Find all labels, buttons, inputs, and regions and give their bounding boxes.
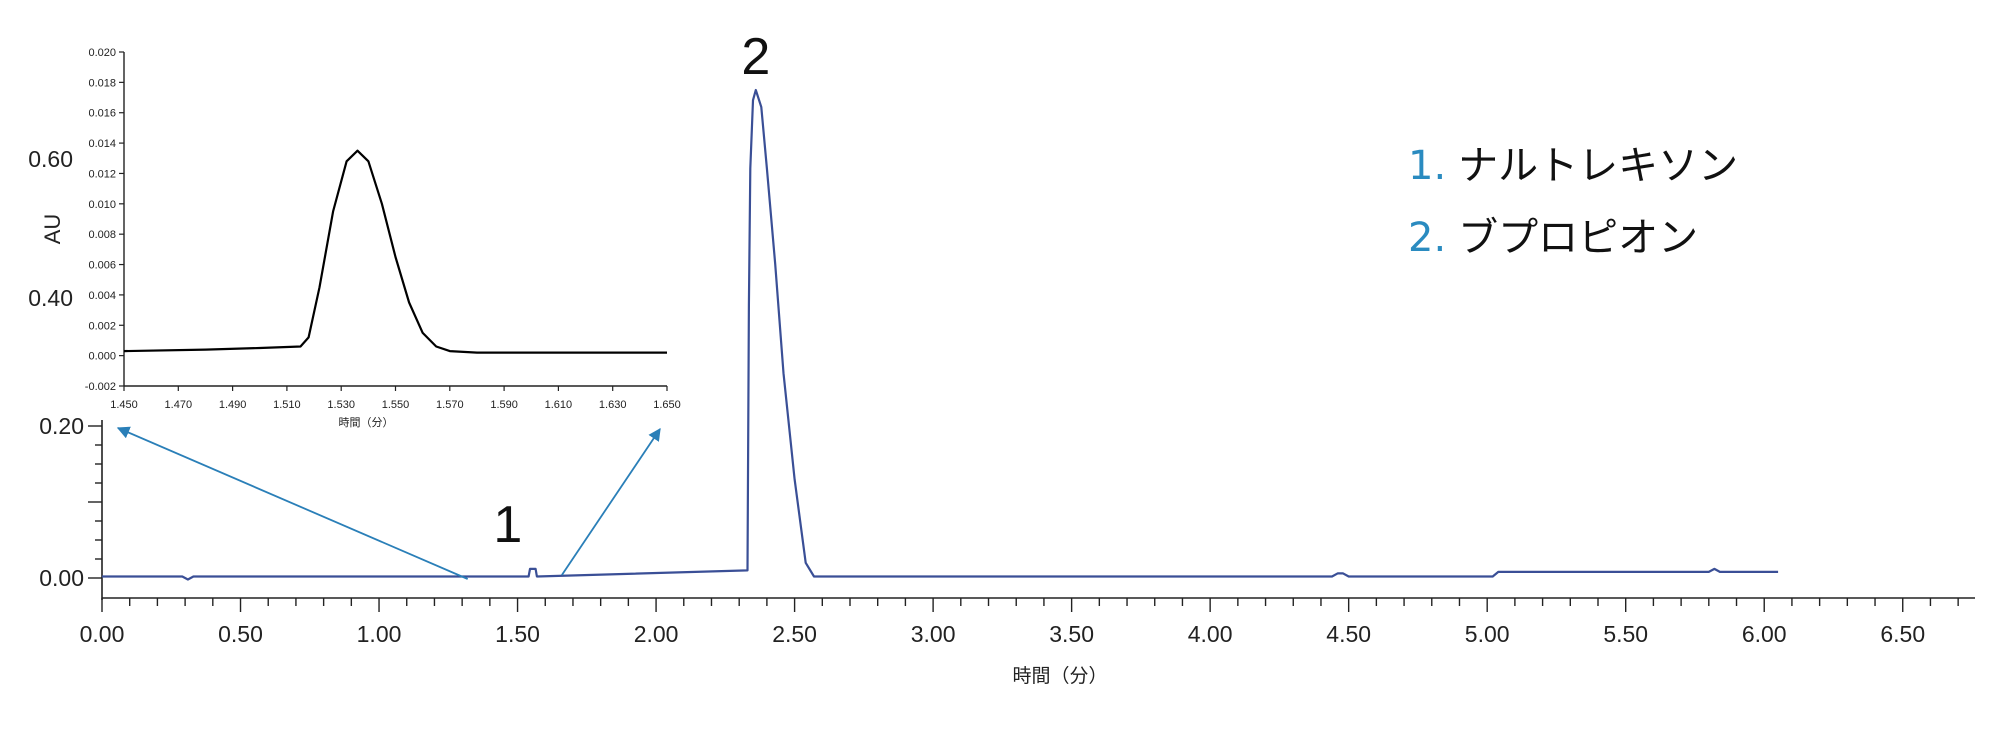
inset-y-tick-label: 0.018 xyxy=(88,77,116,89)
y-tick-label: 0.20 xyxy=(39,413,84,439)
zoom-arrow-2 xyxy=(561,427,661,576)
inset-y-axis-label: AU xyxy=(40,214,65,245)
inset-y-tick-label: 0.000 xyxy=(88,351,116,363)
legend-number-2: 2. xyxy=(1408,215,1447,261)
x-tick-label: 6.00 xyxy=(1742,621,1787,647)
inset-x-tick-label: 1.590 xyxy=(490,399,518,411)
peak-label-1: 1 xyxy=(493,496,522,554)
inset-x-tick-label: 1.470 xyxy=(165,399,193,411)
inset-y-tick-label: -0.002 xyxy=(85,381,116,393)
inset-plot: -0.002 0.000 0.002 0.004 0.006 0.008 0.010 0.01… xyxy=(40,47,681,429)
inset-y-tick-label: 0.012 xyxy=(88,168,116,180)
peak-label-2: 2 xyxy=(741,28,770,86)
inset-x-tick-label: 1.610 xyxy=(545,399,573,411)
inset-x-axis-label: 時間（分） xyxy=(339,416,394,429)
x-tick-label: 2.50 xyxy=(772,621,817,647)
x-tick-label: 3.50 xyxy=(1049,621,1094,647)
x-tick-label: 6.50 xyxy=(1880,621,1925,647)
legend-label-2: ブプロピオン xyxy=(1458,215,1699,261)
x-tick-label: 2.00 xyxy=(634,621,679,647)
inset-x-tick-label: 1.550 xyxy=(382,399,410,411)
x-tick-label: 1.50 xyxy=(495,621,540,647)
x-tick-label: 3.00 xyxy=(911,621,956,647)
zoom-arrow-1 xyxy=(116,426,469,580)
x-tick-label: 0.50 xyxy=(218,621,263,647)
inset-x-tick-label: 1.490 xyxy=(219,399,247,411)
x-tick-label: 0.00 xyxy=(80,621,125,647)
inset-y-tick-label: 0.008 xyxy=(88,229,116,241)
x-tick-label: 5.50 xyxy=(1603,621,1648,647)
inset-y-tick-label: 0.004 xyxy=(88,290,116,302)
x-axis-label: 時間（分） xyxy=(1012,665,1107,687)
y-tick-label: 0.60 xyxy=(28,146,73,172)
inset-y-tick-label: 0.016 xyxy=(88,108,116,120)
inset-x-tick-label: 1.510 xyxy=(273,399,301,411)
inset-x-tick-label: 1.650 xyxy=(653,399,681,411)
inset-y-tick-label: 0.010 xyxy=(88,199,116,211)
x-tick-label: 4.00 xyxy=(1188,621,1233,647)
inset-y-tick-label: 0.002 xyxy=(88,320,116,332)
inset-trace xyxy=(123,149,667,354)
y-tick-label: 0.00 xyxy=(39,565,84,591)
y-tick-label: 0.40 xyxy=(28,285,73,311)
inset-x-tick-label: 1.450 xyxy=(110,399,138,411)
legend: 1. ナルトレキソン 2. ブプロピオン xyxy=(1408,140,1738,284)
inset-x-tick-label: 1.570 xyxy=(436,399,464,411)
inset-y-tick-label: 0.014 xyxy=(88,138,116,150)
legend-item-2: 2. ブプロピオン xyxy=(1408,212,1738,284)
inset-x-tick-label: 1.530 xyxy=(327,399,355,411)
inset-x-tick-label: 1.630 xyxy=(599,399,627,411)
main-plot: 0.00 0.50 1.00 1.50 2.00 2.50 3.00 3.50 4.00 4.50… xyxy=(28,28,1975,687)
inset-y-tick-label: 0.006 xyxy=(88,260,116,272)
x-tick-label: 5.00 xyxy=(1465,621,1510,647)
x-tick-label: 1.00 xyxy=(357,621,402,647)
legend-number-1: 1. xyxy=(1408,143,1447,189)
chromatogram-trace xyxy=(102,88,1779,581)
x-tick-label: 4.50 xyxy=(1326,621,1371,647)
legend-item-1: 1. ナルトレキソン xyxy=(1408,140,1738,212)
legend-label-1: ナルトレキソン xyxy=(1458,143,1739,189)
inset-y-tick-label: 0.020 xyxy=(88,47,116,59)
